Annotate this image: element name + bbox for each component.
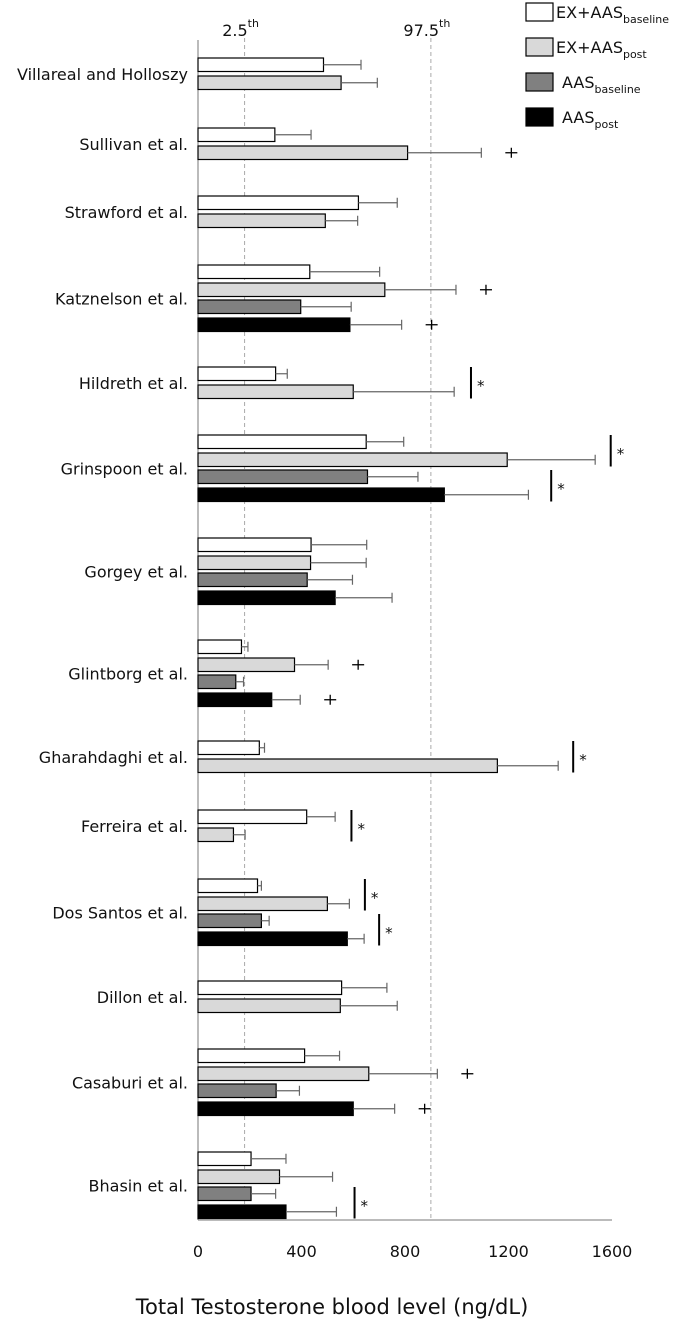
bar-exp [197, 896, 328, 912]
legend-entry-sub: post [595, 118, 619, 131]
bar-aab [197, 1083, 277, 1099]
significance-star: * [617, 445, 625, 463]
legend-entry-sub: baseline [623, 13, 669, 26]
bar-aap [197, 1204, 287, 1220]
bar-exp [197, 282, 386, 298]
legend-entry-exb: EX+AASbaseline [556, 3, 669, 26]
study-label: Bhasin et al. [89, 1176, 188, 1195]
study-label: Gharahdaghi et al. [39, 748, 188, 767]
legend-entry-name: AAS [562, 108, 595, 127]
x-tick-label: 0 [193, 1242, 203, 1261]
bar-exp [197, 998, 341, 1014]
significance-star: * [371, 889, 379, 907]
x-tick-label: 800 [390, 1242, 421, 1261]
bar-aap [197, 590, 336, 606]
legend-entry-exp: EX+AASpost [556, 38, 647, 61]
reference-line-value-0: 2.5 [222, 21, 247, 40]
significance-star: * [477, 377, 485, 395]
significance-star: * [357, 820, 365, 838]
legend-entry-name: AAS [562, 73, 595, 92]
bar-aap [197, 317, 351, 333]
bar-exp [197, 758, 498, 774]
legend-entry-aap: AASpost [562, 108, 619, 131]
bar-exb [197, 366, 277, 382]
study-label: Sullivan et al. [79, 135, 188, 154]
bar-exp [197, 384, 354, 400]
bar-exb [197, 57, 325, 73]
bar-aab [197, 913, 262, 929]
reference-line-label-1: 97.5th [403, 17, 450, 40]
bar-exp [197, 555, 312, 571]
study-label: Grinspoon et al. [61, 459, 188, 478]
reference-line-label-0: 2.5th [222, 17, 259, 40]
bar-exb [197, 127, 276, 143]
study-label: Hildreth et al. [79, 374, 188, 393]
legend-swatch-aap [525, 107, 554, 127]
study-label: Katznelson et al. [55, 289, 188, 308]
bar-exb [197, 639, 243, 655]
legend-swatch-exp [525, 37, 554, 57]
bar-exb [197, 1048, 306, 1064]
bar-aap [197, 1101, 354, 1117]
legend-entry-sub: baseline [595, 83, 641, 96]
legend-entry-name: EX+AAS [556, 3, 623, 22]
x-tick-label: 1200 [488, 1242, 529, 1261]
x-axis-label: Total Testosterone blood level (ng/dL) [135, 1295, 529, 1319]
bar-exp [197, 827, 235, 843]
bar-exp [197, 657, 296, 673]
legend-swatch-aab [525, 72, 554, 92]
significance-star: * [361, 1197, 369, 1215]
bar-aab [197, 1186, 252, 1202]
bar-exb [197, 980, 343, 996]
reference-line-sup-1: th [439, 17, 450, 30]
reference-line-value-1: 97.5 [403, 21, 439, 40]
bar-exp [197, 1066, 370, 1082]
bar-exb [197, 740, 260, 756]
legend-swatch-exb [525, 2, 554, 22]
bar-aap [197, 487, 445, 503]
study-label: Glintborg et al. [68, 664, 188, 683]
legend-entry-aab: AASbaseline [562, 73, 641, 96]
bar-aab [197, 572, 308, 588]
bar-exp [197, 213, 326, 229]
bar-exb [197, 1151, 252, 1167]
significance-star: * [557, 480, 565, 498]
bar-aab [197, 469, 369, 485]
bar-exb [197, 195, 360, 211]
bar-exp [197, 75, 342, 91]
significance-star: * [385, 924, 393, 942]
bar-aap [197, 931, 348, 947]
bar-exb [197, 878, 259, 894]
bar-exb [197, 434, 367, 450]
study-label: Gorgey et al. [84, 562, 188, 581]
x-tick-label: 400 [286, 1242, 317, 1261]
bar-exp [197, 1169, 281, 1185]
study-label: Dillon et al. [97, 988, 188, 1007]
study-label: Dos Santos et al. [52, 903, 188, 922]
significance-star: * [579, 751, 587, 769]
bar-aap [197, 692, 273, 708]
bar-exb [197, 537, 312, 553]
study-label: Casaburi et al. [72, 1073, 188, 1092]
bar-exp [197, 452, 508, 468]
study-label: Strawford et al. [65, 203, 188, 222]
legend-entry-sub: post [623, 48, 647, 61]
bar-exp [197, 145, 409, 161]
bar-aab [197, 299, 302, 315]
bar-exb [197, 264, 311, 280]
reference-line-sup-0: th [248, 17, 259, 30]
study-label: Ferreira et al. [81, 817, 188, 836]
study-label: Villareal and Holloszy [17, 65, 188, 84]
legend-entry-name: EX+AAS [556, 38, 623, 57]
bar-aab [197, 674, 237, 690]
x-tick-label: 1600 [592, 1242, 633, 1261]
bar-exb [197, 809, 308, 825]
